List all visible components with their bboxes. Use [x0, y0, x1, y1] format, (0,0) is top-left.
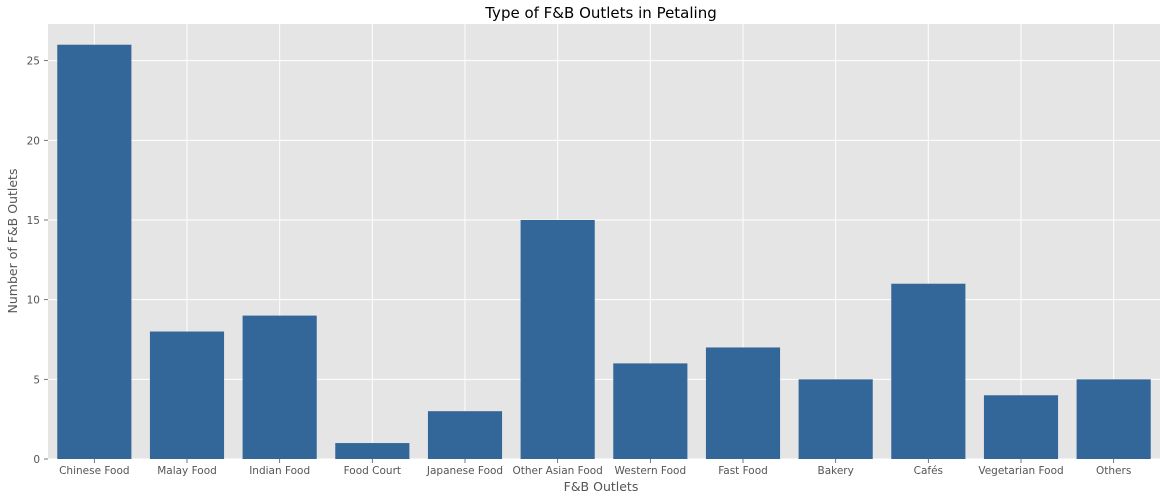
- y-tick-label: 5: [33, 374, 40, 386]
- bars: [57, 44, 1151, 459]
- bar-vegetarian-food: [983, 395, 1059, 459]
- x-tick-label: Western Food: [615, 465, 687, 477]
- x-tick-label: Vegetarian Food: [978, 465, 1063, 477]
- bar-caf-s: [891, 283, 966, 459]
- x-tick-label: Bakery: [817, 465, 853, 477]
- x-tick-label: Indian Food: [249, 465, 310, 477]
- bar-fast-food: [705, 347, 781, 459]
- chart-title: Type of F&B Outlets in Petaling: [484, 4, 717, 22]
- x-tick-label: Cafés: [914, 465, 943, 477]
- plot-area: [48, 24, 1160, 459]
- x-tick-label: Chinese Food: [59, 465, 129, 477]
- x-tick-label: Fast Food: [718, 465, 768, 477]
- bar-food-court: [335, 443, 410, 459]
- bar-malay-food: [149, 331, 225, 459]
- bar-other-asian-food: [520, 219, 595, 459]
- x-axis-ticks: Chinese Food Malay Food Indian Food Food Co…: [59, 459, 1131, 477]
- bar-indian-food: [242, 315, 317, 459]
- bar-japanese-food: [427, 411, 503, 459]
- y-axis-label: Number of F&B Outlets: [5, 169, 20, 314]
- y-tick-label: 10: [27, 295, 40, 307]
- y-tick-label: 0: [33, 454, 40, 466]
- x-tick-label: Other Asian Food: [513, 465, 603, 477]
- grid-lines: [48, 24, 1160, 460]
- bar-others: [1076, 379, 1151, 459]
- bar-western-food: [613, 363, 688, 459]
- x-tick-label: Japanese Food: [426, 465, 503, 477]
- bar-bakery: [798, 379, 873, 459]
- x-tick-label: Food Court: [344, 465, 401, 477]
- x-axis-label: F&B Outlets: [564, 479, 639, 494]
- bar-chinese-food: [57, 44, 132, 459]
- y-tick-label: 25: [27, 56, 40, 68]
- y-tick-label: 15: [27, 215, 40, 227]
- x-tick-label: Malay Food: [157, 465, 217, 477]
- y-tick-label: 20: [27, 135, 40, 147]
- y-axis-ticks: 0 5 10 15 20 25: [27, 56, 48, 466]
- x-tick-label: Others: [1096, 465, 1131, 477]
